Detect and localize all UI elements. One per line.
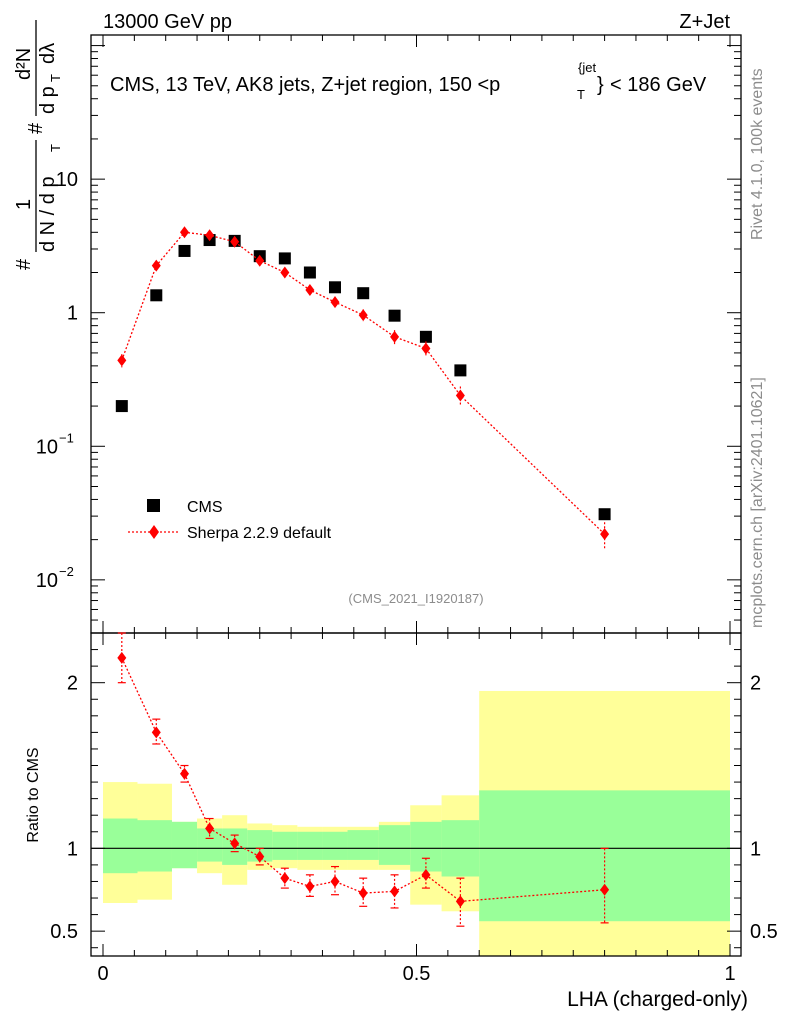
y-tick-label-ratio: 1 — [67, 838, 78, 860]
sherpa-point — [180, 226, 190, 239]
cms-point — [303, 266, 316, 279]
sherpa-point — [151, 259, 161, 272]
ratio-point — [255, 850, 265, 863]
ratio-point — [455, 895, 465, 908]
cms-point — [598, 508, 611, 521]
band-inner-bin — [297, 831, 323, 860]
header-right-label: Z+Jet — [679, 11, 730, 33]
plot-title-sub: T — [577, 87, 585, 102]
band-inner-bin — [347, 830, 379, 860]
x-tick-label: 0 — [97, 963, 108, 985]
plot-title-sup: {jet — [578, 60, 596, 75]
ratio-bands — [103, 690, 730, 956]
ratio-point — [390, 885, 400, 898]
legend: CMS Sherpa 2.2.9 default — [128, 499, 332, 542]
y-label-dpt: d p — [37, 86, 59, 114]
plot-title-main: CMS, 13 TeV, AK8 jets, Z+jet region, 150… — [110, 74, 500, 96]
sherpa-point — [358, 309, 368, 322]
sherpa-point — [330, 296, 340, 309]
cms-point — [454, 364, 467, 377]
cms-point — [150, 289, 163, 302]
sherpa-point — [390, 330, 400, 343]
ratio-point — [421, 868, 431, 881]
ratio-point — [205, 822, 215, 835]
y-tick-label-ratio-right: 0.5 — [750, 921, 778, 943]
y-label-t2: T — [48, 74, 63, 82]
y-tick-label-ratio-right: 2 — [750, 673, 761, 695]
x-tick-label: 1 — [724, 963, 735, 985]
y-tick-label-ratio: 2 — [67, 673, 78, 695]
band-inner-bin — [378, 825, 411, 865]
plot-title: CMS, 13 TeV, AK8 jets, Z+jet region, 150… — [110, 60, 707, 102]
y-tick-label-exponent: −2 — [59, 564, 74, 579]
y-label-dn: d N / d p — [37, 176, 59, 252]
y-label-hash2: # — [25, 122, 47, 134]
cms-point — [357, 287, 370, 300]
sherpa-point — [421, 342, 431, 355]
sherpa-point — [230, 235, 240, 248]
y-axis-label-ratio: Ratio to CMS — [25, 747, 42, 842]
cms-point — [419, 330, 432, 343]
y-label-hash1: # — [13, 258, 35, 270]
ratio-point — [305, 880, 315, 893]
ratio-series — [117, 632, 610, 927]
sherpa-point — [305, 283, 315, 296]
sherpa-line — [121, 231, 606, 535]
sherpa-point — [255, 254, 265, 267]
legend-cms-label: CMS — [187, 499, 223, 516]
x-axis-label: LHA (charged-only) — [567, 988, 748, 1011]
analysis-id-label: (CMS_2021_I1920187) — [348, 591, 483, 606]
sherpa-point — [455, 389, 465, 402]
rivet-version-label: Rivet 4.1.0, 100k events — [749, 68, 766, 240]
cms-point — [278, 252, 291, 265]
legend-sherpa-label: Sherpa 2.2.9 default — [187, 525, 332, 542]
y-tick-label-main: 10 — [56, 169, 78, 191]
y-label-t1: T — [48, 144, 63, 152]
y-label-dlambda: dλ — [37, 43, 59, 64]
band-inner-bin — [272, 831, 298, 860]
legend-sherpa-marker — [149, 525, 159, 539]
ratio-point — [230, 837, 240, 850]
cms-point — [178, 244, 191, 257]
x-tick-label: 0.5 — [403, 963, 431, 985]
main-plot-frame — [90, 34, 742, 634]
band-inner-bin — [171, 821, 198, 869]
ratio-point — [358, 887, 368, 900]
ratio-point — [117, 651, 127, 664]
header-left-label: 13000 GeV pp — [103, 11, 232, 33]
y-tick-label-main: 10 — [36, 570, 58, 592]
plot-title-sup-close: } — [597, 74, 604, 96]
y-tick-label-main: 1 — [67, 303, 78, 325]
ratio-point — [180, 767, 190, 780]
ratio-point — [280, 872, 290, 885]
ratio-point — [600, 883, 610, 896]
plot-title-tail: < 186 GeV — [610, 74, 707, 96]
sherpa-point — [600, 528, 610, 541]
sherpa-point — [205, 229, 215, 242]
main-series — [115, 226, 611, 550]
y-tick-label-exponent: −1 — [59, 430, 74, 445]
cms-point — [388, 309, 401, 322]
mcplots-label: mcplots.cern.ch [arXiv:2401.10621] — [749, 377, 766, 628]
band-inner-bin — [103, 818, 138, 874]
band-inner-bin — [479, 790, 730, 922]
legend-cms-marker — [147, 499, 160, 512]
band-inner-bin — [322, 831, 348, 860]
sherpa-point — [280, 266, 290, 279]
y-tick-label-main: 10 — [36, 436, 58, 458]
ratio-line — [121, 657, 605, 903]
ratio-point — [330, 875, 340, 888]
cms-point — [115, 400, 128, 413]
cms-point — [328, 281, 341, 294]
y-axis-label-upper: # 1 d N / d p T # d²N d p T dλ — [13, 20, 63, 270]
ratio-point — [151, 726, 161, 739]
y-label-one: 1 — [13, 199, 35, 210]
y-tick-label-ratio-right: 1 — [750, 838, 761, 860]
y-label-d2n: d²N — [13, 48, 35, 80]
sherpa-point — [117, 354, 127, 367]
y-tick-label-ratio: 0.5 — [50, 921, 78, 943]
band-inner-bin — [137, 820, 172, 872]
